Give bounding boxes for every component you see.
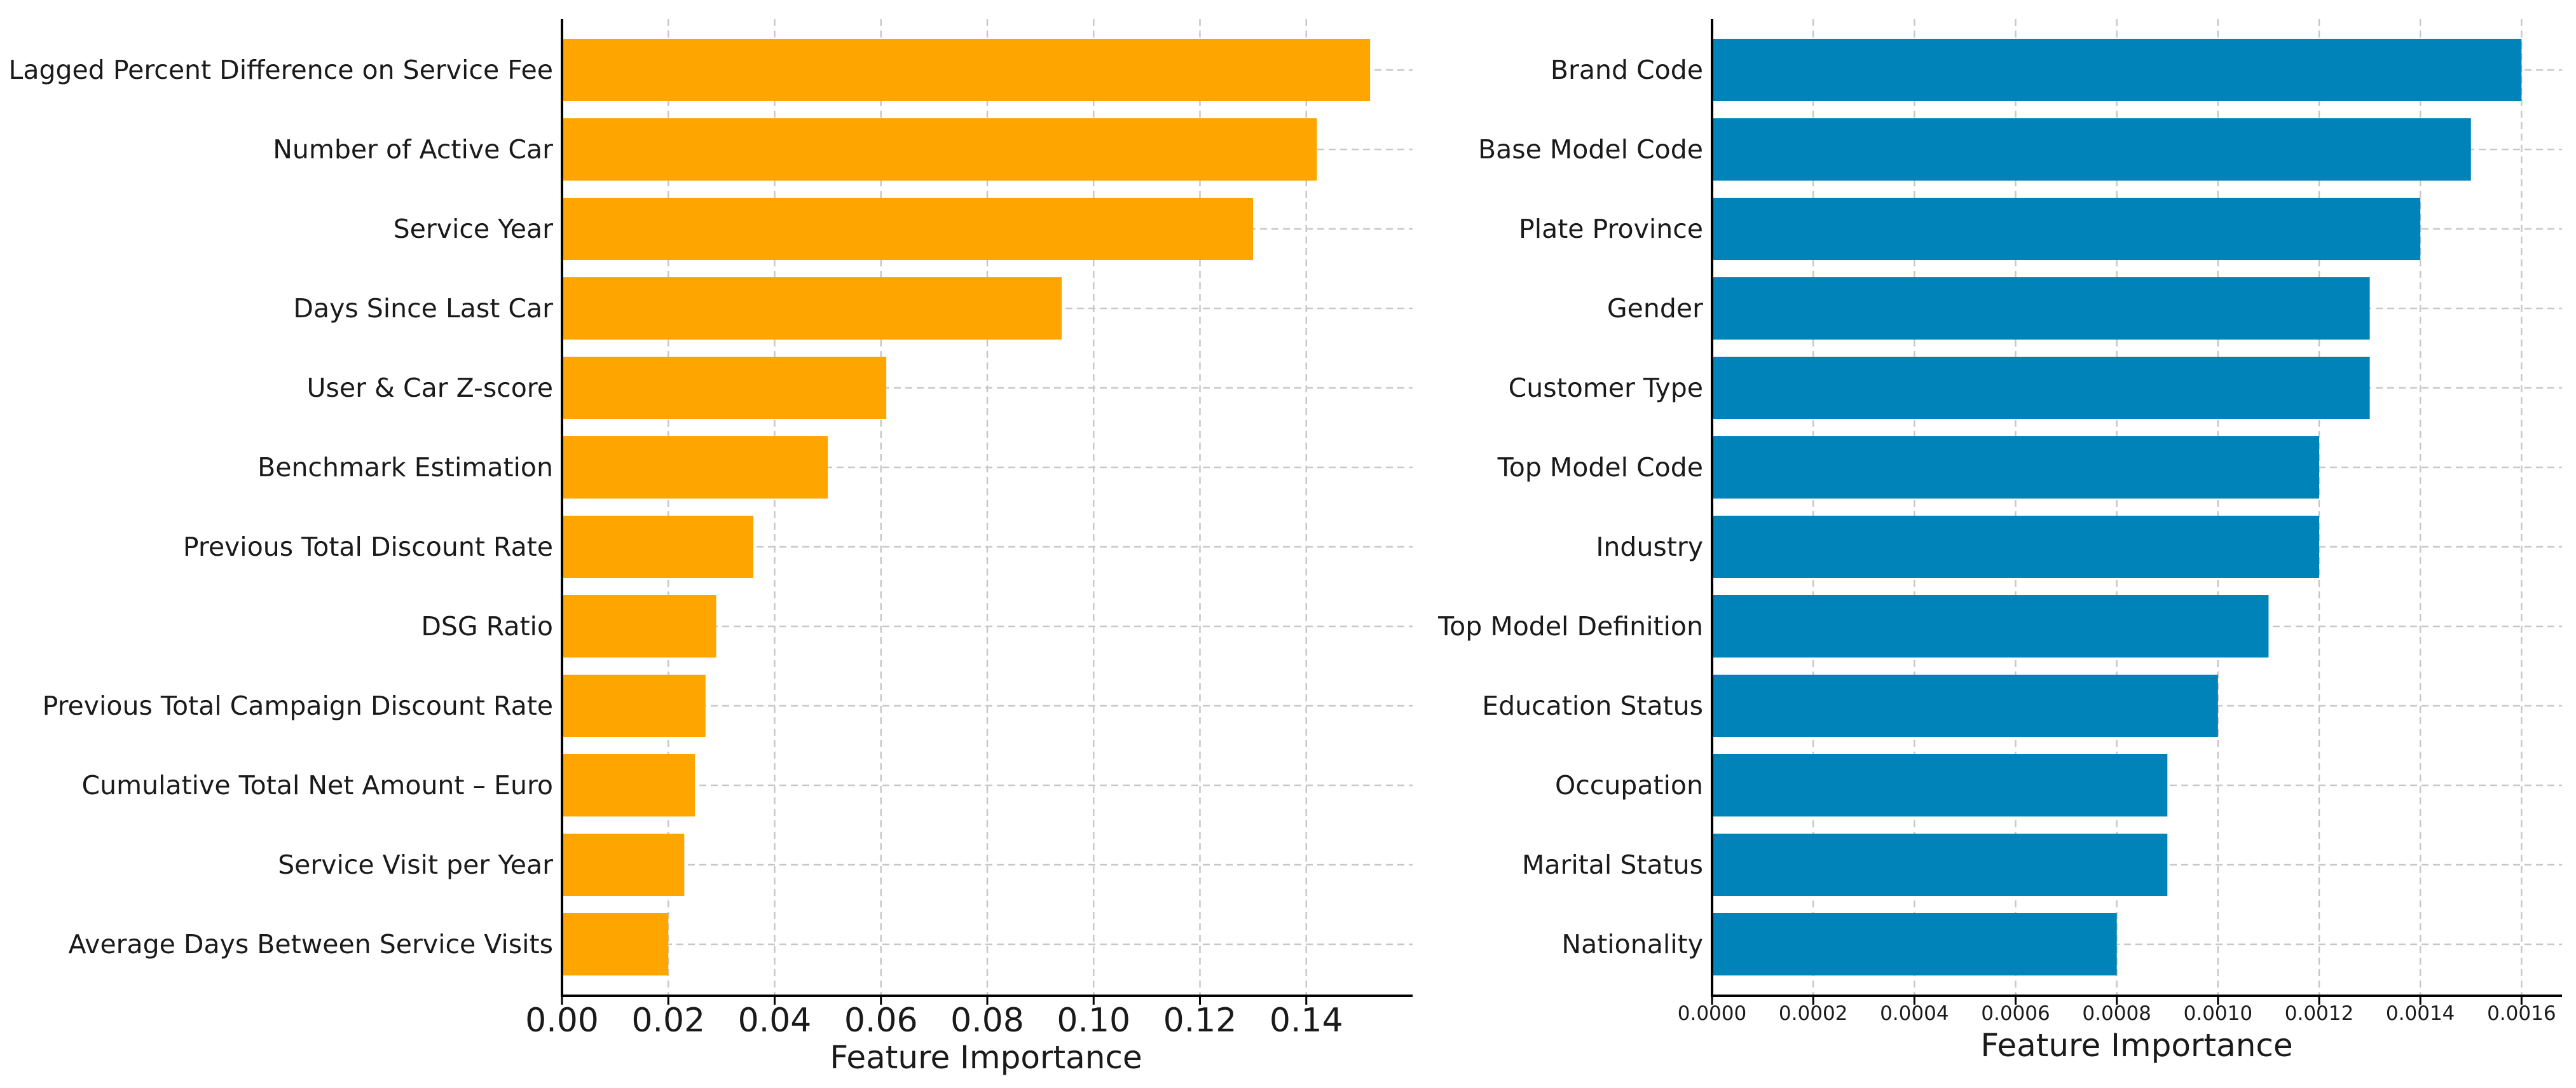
bar[interactable]: [1712, 357, 2370, 419]
bar[interactable]: [1712, 198, 2421, 260]
bar[interactable]: [1712, 754, 2168, 816]
x-tick-label: 0.00: [525, 1002, 599, 1040]
category-label: Service Visit per Year: [278, 850, 553, 880]
category-label: Service Year: [394, 214, 554, 244]
x-tick-label: 0.0000: [1678, 1002, 1746, 1025]
category-label: Previous Total Discount Rate: [183, 532, 553, 562]
bar[interactable]: [562, 913, 669, 975]
bar[interactable]: [562, 277, 1062, 340]
x-tick-label: 0.0010: [2184, 1002, 2252, 1025]
category-label: Nationality: [1561, 929, 1703, 960]
x-tick-label: 0.0012: [2285, 1002, 2353, 1025]
category-label: Number of Active Car: [273, 134, 553, 165]
x-tick-label: 0.14: [1270, 1002, 1343, 1040]
bar[interactable]: [1712, 39, 2522, 101]
x-tick-label: 0.12: [1163, 1002, 1237, 1040]
x-axis-title: Feature Importance: [830, 1039, 1142, 1076]
category-label: DSG Ratio: [421, 611, 553, 642]
category-label: Lagged Percent Difference on Service Fee: [9, 55, 553, 85]
bar[interactable]: [1712, 595, 2269, 658]
bar[interactable]: [1712, 913, 2117, 975]
bar[interactable]: [1712, 277, 2370, 340]
category-label: Industry: [1596, 532, 1703, 562]
category-label: Occupation: [1555, 770, 1703, 801]
bar[interactable]: [562, 675, 706, 737]
right-feature-importance-chart: Brand Code Base Model Code Plate Province G…: [1437, 19, 2562, 1064]
x-tick-label: 0.08: [950, 1002, 1024, 1040]
category-label: Customer Type: [1509, 373, 1703, 403]
category-label: Average Days Between Service Visits: [69, 929, 553, 960]
bar[interactable]: [562, 436, 828, 499]
category-label: Base Model Code: [1478, 134, 1703, 165]
category-label: Previous Total Campaign Discount Rate: [43, 691, 553, 721]
bar[interactable]: [562, 118, 1317, 181]
x-tick-label: 0.0002: [1779, 1002, 1847, 1025]
category-label: Benchmark Estimation: [257, 452, 553, 483]
x-tick-label: 0.0006: [1981, 1002, 2050, 1025]
category-label: User & Car Z-score: [307, 373, 553, 403]
category-label: Cumulative Total Net Amount – Euro: [82, 770, 553, 801]
x-tick-label: 0.0008: [2082, 1002, 2151, 1025]
x-tick-label: 0.10: [1057, 1002, 1130, 1040]
x-axis-title: Feature Importance: [1980, 1027, 2292, 1064]
category-label: Education Status: [1482, 691, 1703, 721]
bar[interactable]: [562, 595, 716, 658]
bar[interactable]: [562, 198, 1254, 260]
category-label: Marital Status: [1522, 850, 1703, 880]
bar[interactable]: [562, 357, 887, 419]
bar[interactable]: [562, 754, 695, 816]
bar[interactable]: [1712, 436, 2319, 499]
category-label: Plate Province: [1519, 214, 1703, 244]
x-tick-label: 0.0014: [2386, 1002, 2455, 1025]
bar[interactable]: [1712, 118, 2471, 181]
bar[interactable]: [562, 39, 1371, 101]
x-tick-label: 0.06: [844, 1002, 918, 1040]
category-label: Days Since Last Car: [293, 293, 553, 324]
bar[interactable]: [1712, 834, 2168, 896]
x-tick-label: 0.02: [631, 1002, 705, 1040]
bar[interactable]: [562, 834, 685, 896]
category-label: Gender: [1607, 293, 1703, 324]
category-label: Brand Code: [1551, 55, 1703, 85]
bar[interactable]: [1712, 675, 2218, 737]
category-label: Top Model Definition: [1437, 611, 1703, 642]
bar[interactable]: [1712, 516, 2319, 578]
left-feature-importance-chart: Lagged Percent Difference on Service Fee…: [9, 19, 1413, 1076]
bar[interactable]: [562, 516, 754, 578]
x-tick-label: 0.0004: [1880, 1002, 1949, 1025]
x-tick-label: 0.04: [738, 1002, 812, 1040]
category-label: Top Model Code: [1497, 452, 1703, 483]
x-tick-label: 0.0016: [2487, 1002, 2556, 1025]
